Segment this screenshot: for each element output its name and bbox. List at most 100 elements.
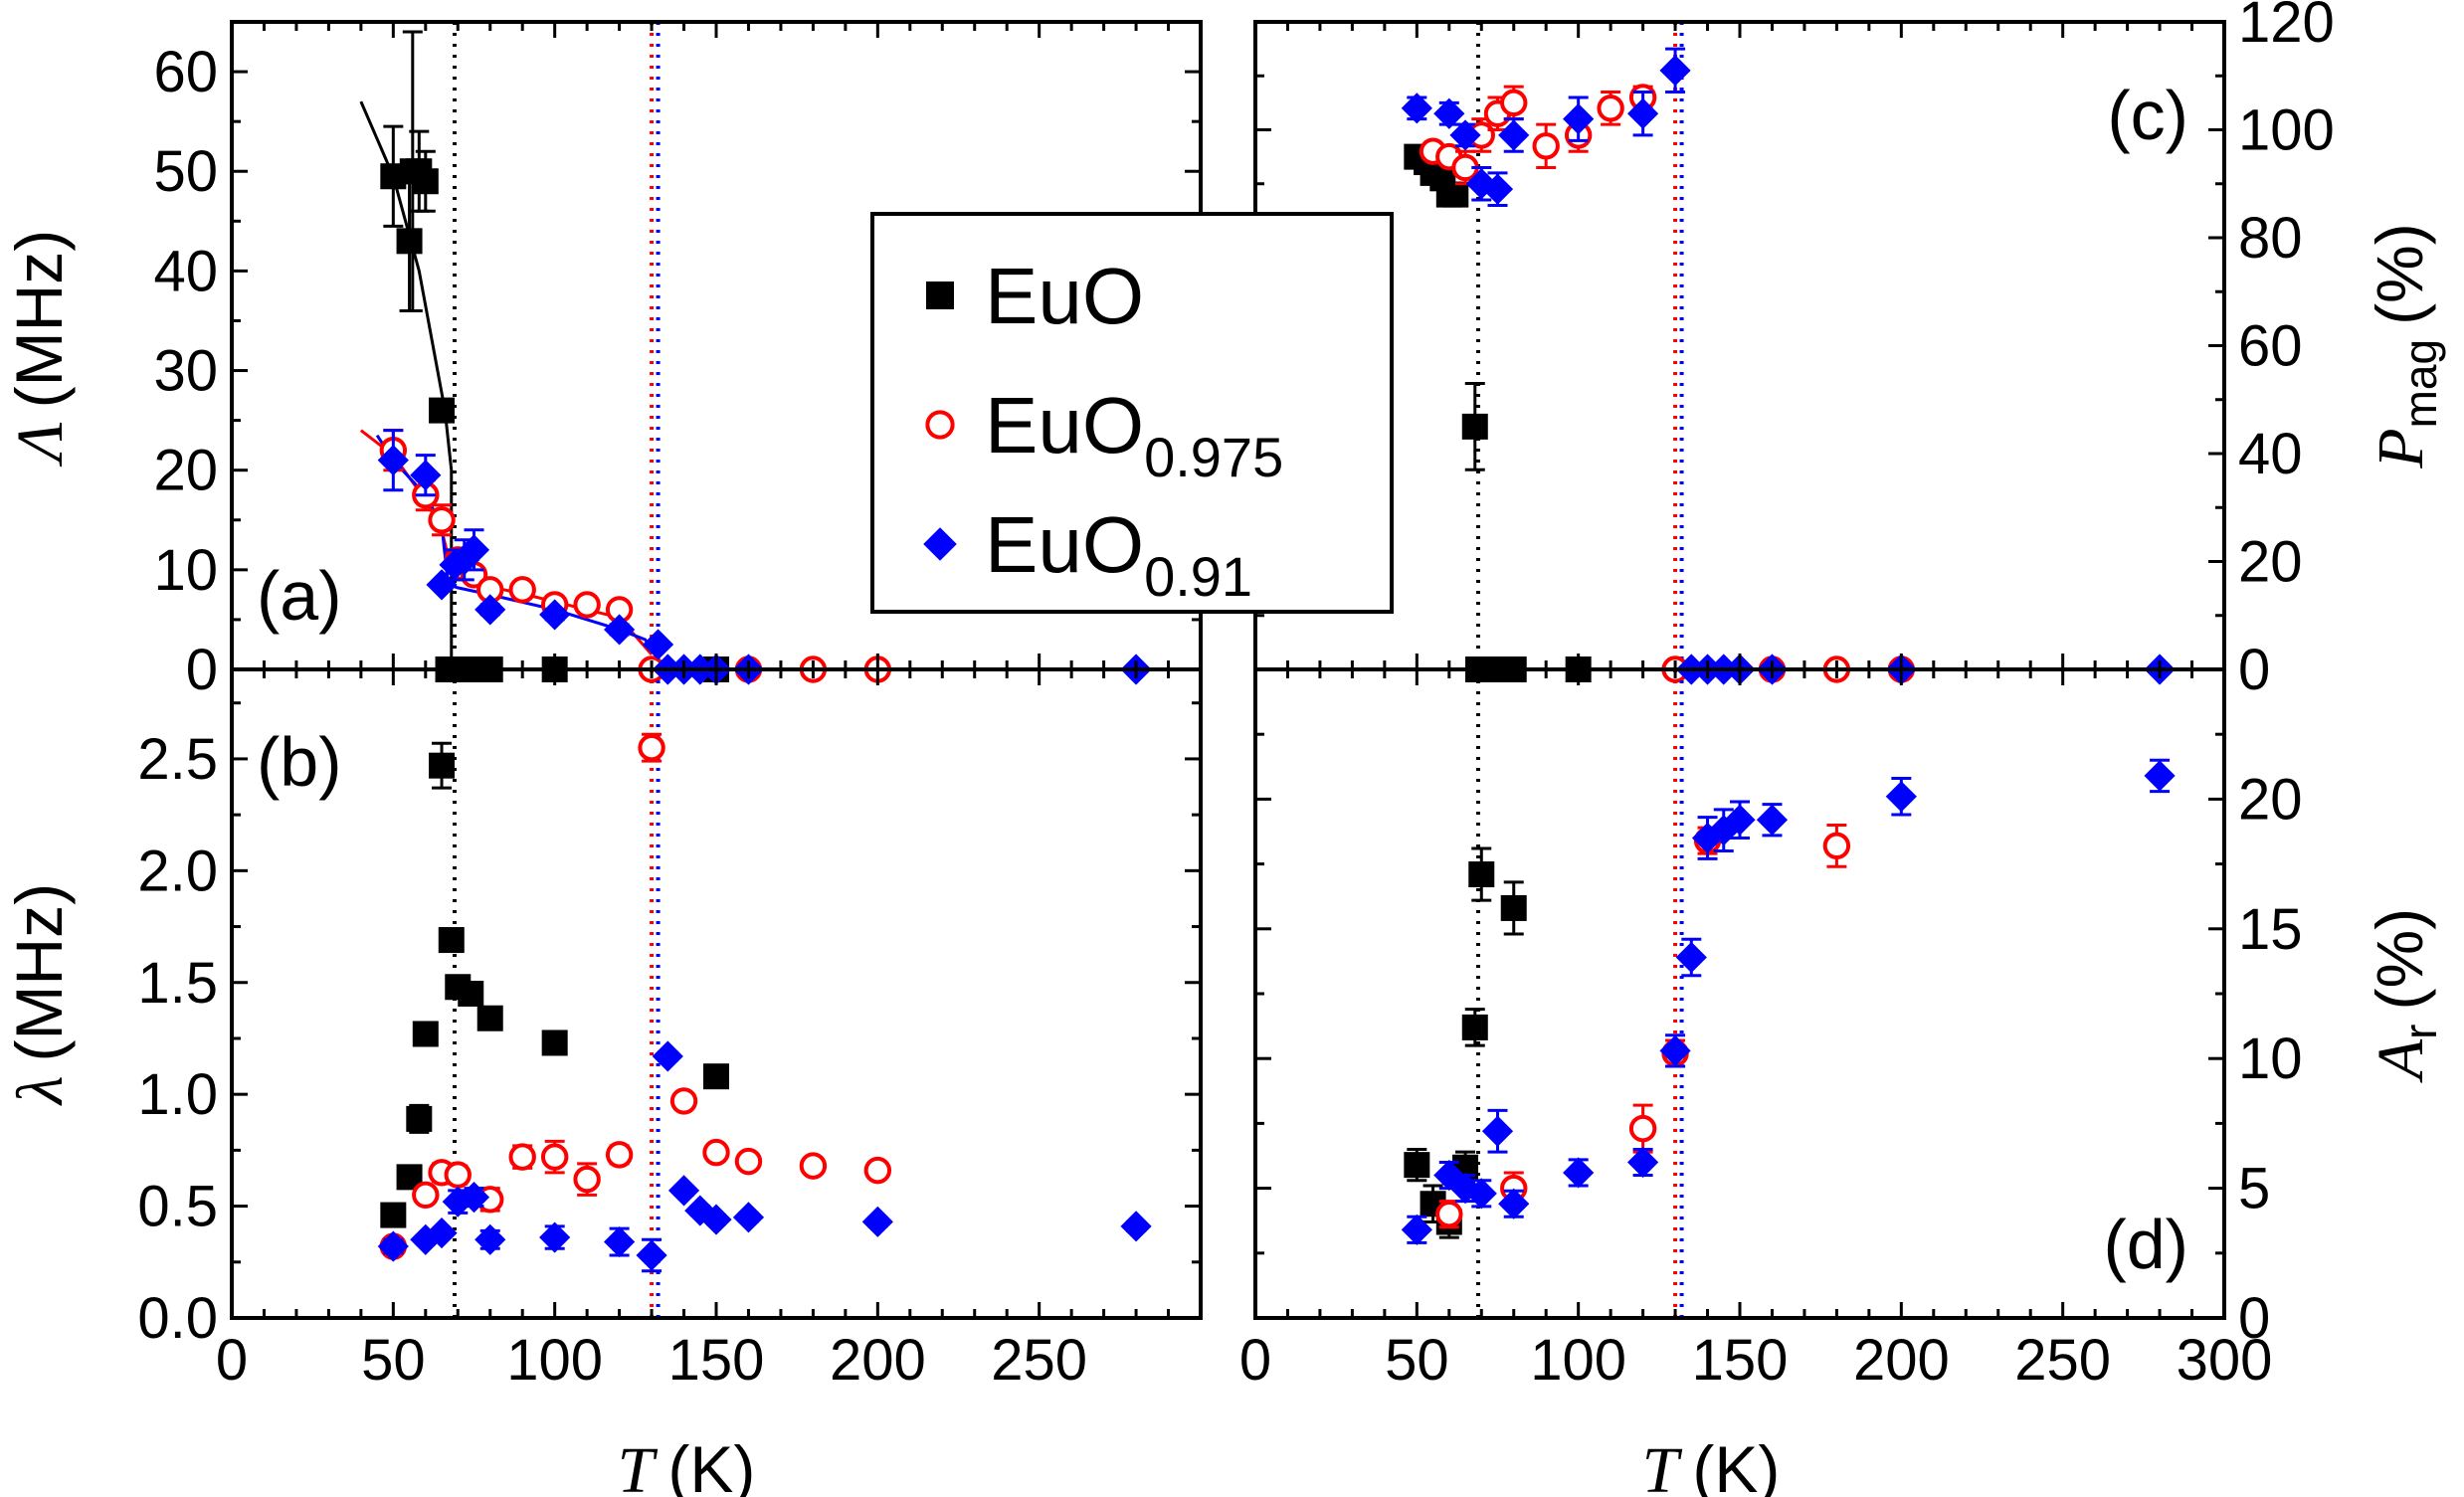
marker-circle — [799, 1152, 828, 1180]
marker-diamond — [474, 594, 506, 626]
marker-diamond — [1563, 103, 1595, 135]
marker-square — [412, 168, 439, 195]
marker-square — [458, 981, 484, 1007]
plot-frame — [1253, 667, 2226, 1320]
marker-square — [396, 228, 423, 255]
x-tick-label: 0 — [216, 1328, 248, 1393]
legend-label-base: EuO — [985, 252, 1144, 340]
marker-diamond — [1563, 1157, 1595, 1189]
legend-entry-EuO0-975: EuO0.975 — [925, 381, 1283, 488]
marker-square — [1442, 181, 1469, 208]
plot-frame — [1253, 20, 2226, 671]
y-tick-label: 5 — [2238, 1157, 2270, 1221]
marker-square — [380, 1202, 407, 1228]
x-tick-label: 50 — [361, 1328, 426, 1393]
marker-diamond — [1659, 55, 1691, 87]
panel-b: 0 50 100 150 200 250 0.0 0.5 1.0 1.5 2.0 2.5 λ (MHz) (… — [2, 667, 1203, 1393]
marker-diamond — [377, 445, 409, 476]
marker-diamond — [458, 534, 490, 566]
y-tick-label: 10 — [2238, 1027, 2303, 1091]
y-axis-unit: (MHz) — [2, 883, 76, 1062]
marker-diamond — [1498, 1188, 1530, 1219]
y-axis-title: Ar (%) — [2363, 908, 2446, 1083]
y-axis-symbol: λ — [4, 1076, 77, 1107]
marker-circle — [702, 1138, 730, 1167]
x-axis-unit: (K) — [667, 1432, 755, 1497]
y-axis-unit: (%) — [2363, 223, 2436, 325]
y-axis-subscript: r — [2394, 1025, 2446, 1039]
marker-square — [406, 1105, 433, 1132]
legend-label-subscript: 0.975 — [1144, 426, 1283, 488]
marker-circle — [925, 410, 955, 440]
y-tick-label: 0 — [2238, 1286, 2270, 1351]
marker-circle — [573, 591, 601, 619]
y-tick-label: 10 — [153, 538, 218, 603]
marker-circle — [669, 1087, 698, 1115]
y-tick-label: 30 — [153, 339, 218, 404]
series-EuO0-91 — [377, 1040, 1152, 1273]
x-tick-label: 200 — [1853, 1328, 1950, 1393]
marker-diamond — [861, 1206, 893, 1237]
x-axis-title-right: T (K) — [1642, 1432, 1781, 1497]
marker-diamond — [1627, 97, 1659, 129]
y-axis-unit: (%) — [2363, 908, 2436, 1011]
marker-diamond — [923, 527, 957, 561]
marker-square — [412, 1021, 439, 1047]
marker-square — [438, 927, 465, 954]
y-tick-label: 60 — [2238, 314, 2303, 379]
marker-square — [926, 281, 954, 309]
y-axis-title: λ (MHz) — [2, 883, 77, 1106]
marker-circle — [1435, 1200, 1463, 1228]
marker-circle — [508, 1143, 536, 1171]
legend-entry-EuO0-91: EuO0.91 — [923, 500, 1252, 608]
y-axis-unit: (MHz) — [2, 230, 76, 409]
marker-diamond — [1401, 93, 1432, 124]
y-tick-label: 2.5 — [137, 727, 218, 792]
x-tick-label: 250 — [991, 1328, 1087, 1393]
legend-box — [870, 212, 1394, 614]
marker-diamond — [474, 1223, 506, 1255]
x-tick-label: 100 — [506, 1328, 603, 1393]
panel-a: 0 10 20 30 40 50 60 Λ (MHz) (a) — [2, 20, 1203, 702]
legend-label-subscript: 0.91 — [1144, 545, 1252, 608]
marker-diamond — [1481, 173, 1514, 205]
legend-label: EuO0.975 — [985, 381, 1283, 488]
x-axis-symbol: T — [1642, 1434, 1683, 1497]
legend-entry-EuO: EuO — [926, 252, 1144, 340]
series-EuO — [1404, 846, 1527, 1239]
series-EuO0-975 — [1419, 84, 1916, 683]
marker-diamond — [2144, 760, 2176, 792]
y-axis-subscript: mag — [2394, 339, 2446, 428]
marker-diamond — [426, 1216, 458, 1249]
marker-circle — [1500, 89, 1528, 117]
marker-circle — [1532, 132, 1560, 160]
marker-diamond — [1401, 1214, 1432, 1245]
marker-diamond — [410, 460, 442, 491]
marker-diamond — [642, 629, 674, 660]
y-tick-label: 2.0 — [137, 839, 218, 903]
marker-diamond — [604, 1225, 636, 1258]
legend-label-base: EuO — [985, 381, 1144, 469]
marker-diamond — [1449, 119, 1481, 151]
marker-square — [429, 752, 456, 779]
marker-diamond — [377, 1230, 409, 1262]
marker-circle — [540, 1143, 569, 1171]
y-tick-label: 0 — [2238, 638, 2270, 702]
y-axis-symbol: Λ — [4, 422, 77, 468]
marker-circle — [444, 1161, 472, 1189]
x-tick-label: 250 — [2014, 1328, 2111, 1393]
x-tick-label: 150 — [668, 1328, 765, 1393]
marker-circle — [573, 1165, 601, 1194]
y-tick-label: 20 — [2238, 767, 2303, 832]
marker-circle — [1628, 1114, 1657, 1143]
y-tick-label: 80 — [2238, 206, 2303, 271]
x-tick-label: 50 — [1385, 1328, 1449, 1393]
y-tick-label: 40 — [153, 239, 218, 303]
y-tick-label: 1.0 — [137, 1062, 218, 1127]
panel-label: (d) — [2103, 1206, 2188, 1283]
marker-circle — [605, 1141, 634, 1169]
y-tick-label: 50 — [153, 139, 218, 204]
marker-diamond — [458, 1181, 490, 1214]
